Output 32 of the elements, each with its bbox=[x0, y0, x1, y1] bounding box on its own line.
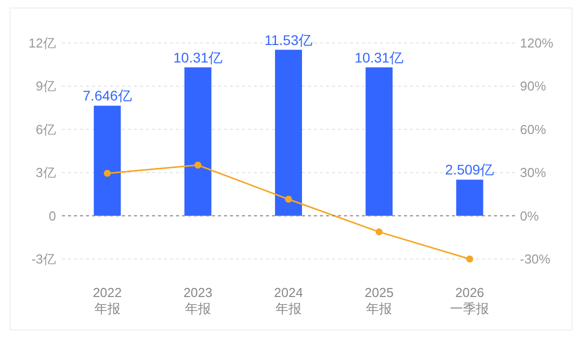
point bbox=[376, 228, 383, 236]
point bbox=[466, 256, 474, 262]
y2-tick-label: -30% bbox=[520, 252, 551, 266]
x-tick-label: 2022 年报 bbox=[92, 285, 122, 316]
bar bbox=[94, 106, 121, 216]
x-tick-label: 2026 一季报 bbox=[450, 285, 490, 316]
y2-tick-label: 30% bbox=[520, 165, 546, 180]
bar bbox=[275, 50, 302, 216]
x-tick-label: 2023 年报 bbox=[183, 285, 212, 316]
x-tick-label: 2025 年报 bbox=[364, 285, 394, 316]
point bbox=[104, 170, 111, 177]
data-label: 10.31亿 bbox=[173, 49, 222, 66]
y2-tick-label: 90% bbox=[520, 78, 546, 94]
bar bbox=[184, 67, 212, 216]
data-label: 10.31亿 bbox=[354, 49, 404, 66]
y-tick-label: -3亿 bbox=[31, 252, 56, 266]
x-tick-label: 2024 年报 bbox=[274, 285, 303, 316]
data-label: 2.509亿 bbox=[445, 162, 494, 178]
y-tick-label: 0 bbox=[48, 208, 56, 224]
bar bbox=[366, 67, 393, 216]
y-tick-label: 9亿 bbox=[36, 78, 56, 94]
y-tick-label: 12亿 bbox=[28, 36, 56, 50]
point bbox=[194, 162, 202, 169]
y2-tick-label: 0% bbox=[520, 208, 540, 224]
point bbox=[285, 196, 292, 203]
data-label: 11.53亿 bbox=[264, 32, 312, 48]
y2-tick-label: 60% bbox=[520, 122, 546, 137]
y-tick-label: 6亿 bbox=[36, 122, 56, 137]
y-tick-label: 3亿 bbox=[36, 165, 56, 180]
data-label: 7.646亿 bbox=[82, 88, 132, 104]
y2-tick-label: 120% bbox=[520, 36, 554, 50]
bar bbox=[456, 180, 484, 216]
